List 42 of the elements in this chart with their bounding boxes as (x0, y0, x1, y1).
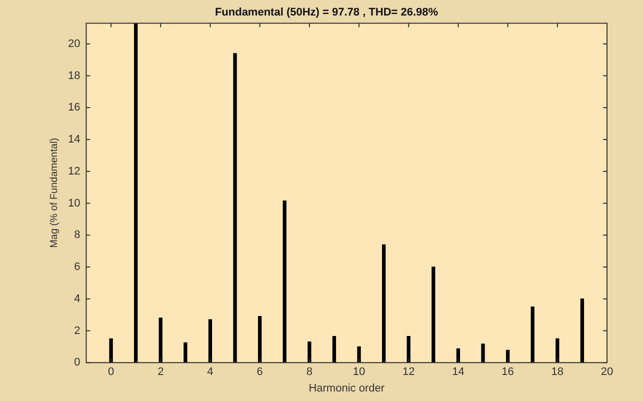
y-tick-label: 10 (68, 197, 80, 210)
y-tick-label: 18 (68, 70, 80, 82)
x-tick-label: 10 (352, 366, 366, 378)
bar (282, 200, 286, 363)
bar (134, 23, 138, 363)
chart-title: Fundamental (50Hz) = 97.78 , THD= 26.98% (214, 6, 438, 19)
y-tick-label: 2 (74, 324, 80, 337)
x-tick-label: 2 (158, 366, 164, 378)
bar (208, 319, 212, 363)
bar (233, 53, 237, 363)
bar (432, 266, 436, 363)
y-tick-label: 8 (74, 229, 80, 242)
y-tick-label: 4 (74, 292, 80, 305)
y-tick-label: 6 (74, 261, 80, 274)
y-tick-label: 16 (68, 102, 80, 114)
x-tick-label: 20 (600, 366, 614, 378)
bar (258, 316, 262, 363)
x-tick-label: 6 (256, 366, 263, 378)
x-tick-label: 8 (306, 366, 312, 378)
x-tick-label: 4 (207, 366, 214, 378)
y-tick-label: 12 (68, 165, 80, 178)
bar (332, 336, 336, 363)
bar (580, 298, 584, 363)
bar (158, 318, 162, 363)
bar (357, 346, 361, 363)
y-tick-label: 0 (74, 356, 80, 369)
x-tick-label: 14 (452, 366, 464, 378)
bar (406, 336, 410, 363)
x-tick-label: 12 (402, 366, 415, 378)
x-tick-label: 0 (108, 366, 114, 378)
y-tick-label: 14 (68, 134, 80, 146)
x-axis-title: Harmonic order (308, 382, 385, 394)
y-axis-title: Mag (% of Fundamental) (48, 138, 60, 248)
bar (308, 342, 312, 363)
bar (530, 306, 534, 363)
x-tick-label: 18 (551, 366, 564, 378)
bar (184, 342, 188, 363)
x-tick-label: 16 (502, 366, 514, 378)
bar (109, 338, 113, 363)
y-tick-label: 20 (68, 38, 80, 50)
bar (481, 344, 485, 363)
bar (382, 244, 386, 363)
